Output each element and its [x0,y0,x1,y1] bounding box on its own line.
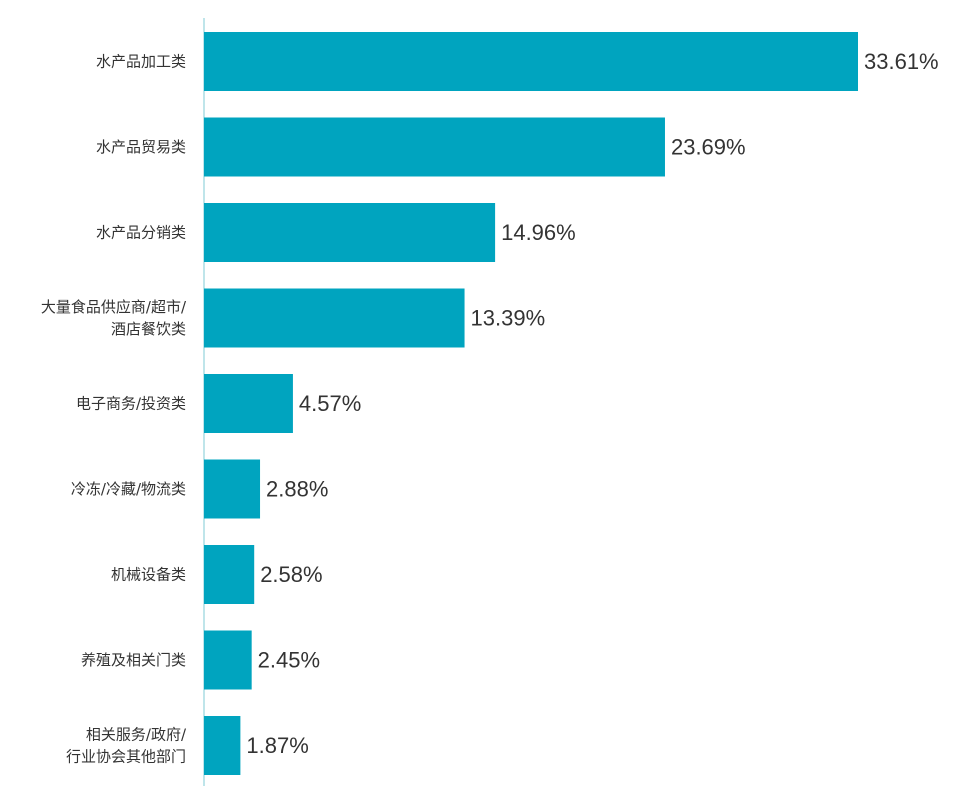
category-label-line: 相关服务/政府/ [86,726,187,744]
category-label-line: 水产品分销类 [96,224,186,242]
bar-6 [204,459,261,519]
category-label-4: 大量食品供应商/超市/酒店餐饮类 [41,298,187,338]
value-label-6: 2.88% [266,477,328,502]
category-labels-group: 水产品加工类水产品贸易类水产品分销类大量食品供应商/超市/酒店餐饮类电子商务/投… [41,53,187,766]
category-label-line: 机械设备类 [111,566,186,584]
value-label-4: 13.39% [471,306,546,331]
value-label-5: 4.57% [299,391,361,416]
category-label-line: 电子商务/投资类 [76,395,186,413]
category-label-line: 水产品贸易类 [96,138,186,156]
value-label-9: 1.87% [246,733,308,758]
category-label-3: 水产品分销类 [96,224,186,242]
category-label-8: 养殖及相关门类 [81,651,186,669]
category-label-line: 大量食品供应商/超市/ [41,298,187,316]
value-label-7: 2.58% [260,562,322,587]
category-label-line: 冷冻/冷藏/物流类 [71,480,186,498]
bar-3 [204,203,496,262]
bar-8 [204,630,252,690]
bar-5 [204,374,293,433]
bar-4 [204,288,465,348]
value-labels-group: 33.61% 23.69% 14.96% 13.39% 4.57% 2.88% 2.58% 2… [246,49,938,758]
bar-7 [204,545,255,604]
value-label-8: 2.45% [258,648,320,673]
bar-2 [204,117,665,177]
category-label-6: 冷冻/冷藏/物流类 [71,480,186,498]
category-label-line: 水产品加工类 [96,53,186,71]
bars-group [204,32,858,775]
category-label-5: 电子商务/投资类 [76,395,186,413]
category-label-2: 水产品贸易类 [96,138,186,156]
category-label-7: 机械设备类 [111,566,186,584]
category-label-line: 酒店餐饮类 [111,320,186,338]
bar-9 [204,716,241,775]
category-label-line: 养殖及相关门类 [81,651,186,669]
category-label-line: 行业协会其他部门 [66,748,186,766]
value-label-1: 33.61% [864,49,939,74]
value-label-2: 23.69% [671,135,746,160]
category-label-1: 水产品加工类 [96,53,186,71]
bar-1 [204,32,858,91]
value-label-3: 14.96% [501,220,576,245]
category-label-9: 相关服务/政府/行业协会其他部门 [66,726,187,766]
